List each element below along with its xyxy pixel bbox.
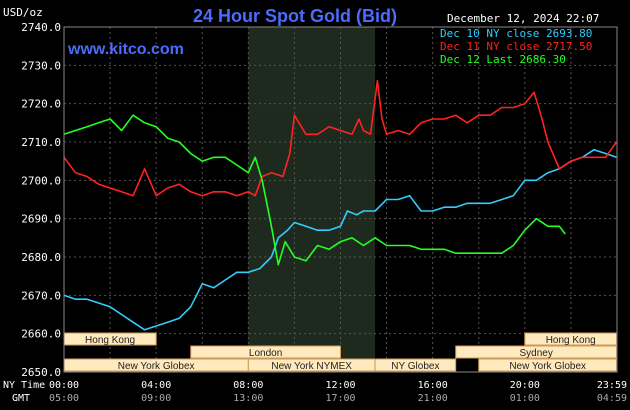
gmt-tick-label: 13:00 — [233, 393, 263, 404]
session-bar-box — [190, 345, 341, 359]
session-bar: New York NYMEX — [247, 358, 376, 372]
session-bar-label: New York NYMEX — [271, 361, 352, 372]
legend-entry-dec10: Dec 10 NY close 2693.80 — [440, 27, 592, 40]
session-bar: New York Globex — [478, 358, 618, 372]
trading-session-bars: Hong Kong London New York Globex New York N… — [63, 332, 618, 372]
session-bar-label: London — [249, 348, 282, 359]
session-bar-label: Hong Kong — [85, 335, 135, 346]
y-axis-labels: 2650.0 2660.0 2670.0 2680.0 2690.0 2700.0 2710… — [21, 21, 61, 379]
y-tick-label: 2690.0 — [21, 213, 61, 226]
y-tick-label: 2670.0 — [21, 289, 61, 302]
gmt-tick-label: 09:00 — [141, 393, 171, 404]
session-bar-label: NY Globex — [391, 361, 439, 372]
legend: Dec 10 NY close 2693.80 Dec 11 NY close … — [440, 27, 592, 66]
session-bar: NY Globex — [374, 358, 457, 372]
session-bar-box — [374, 358, 457, 372]
session-bar: London — [190, 345, 341, 359]
y-tick-label: 2700.0 — [21, 174, 61, 187]
session-bar: Hong Kong — [63, 332, 157, 346]
price-series — [63, 79, 618, 331]
ny-time-label: NY Time — [3, 380, 45, 391]
nymex-session-shade — [248, 27, 376, 372]
plot-border — [63, 26, 618, 373]
y-tick-label: 2680.0 — [21, 251, 61, 264]
x-axis-ticks: 00:00 05:00 04:00 09:00 08:00 13:00 12:00 17:00… — [49, 380, 627, 404]
session-bar-label: Sydney — [519, 348, 552, 359]
series-line-2 — [63, 79, 618, 197]
y-tick-label: 2710.0 — [21, 136, 61, 149]
y-tick-label: 2650.0 — [21, 366, 61, 379]
session-bar: New York Globex — [63, 358, 249, 372]
time-axis: NY Time GMT 00:00 05:00 04:00 09:00 08:00 13:… — [3, 380, 627, 404]
series-line-3 — [63, 114, 566, 266]
ny-tick-label: 00:00 — [49, 380, 79, 391]
chart-title: 24 Hour Spot Gold (Bid) — [193, 6, 397, 26]
ny-tick-label: 08:00 — [233, 380, 263, 391]
gmt-tick-label: 21:00 — [418, 393, 448, 404]
session-bar: Hong Kong — [524, 332, 618, 346]
ny-tick-label: 20:00 — [510, 380, 540, 391]
legend-entry-dec11: Dec 11 NY close 2717.50 — [440, 40, 592, 53]
ny-tick-label: 23:59 — [597, 380, 627, 391]
gmt-tick-label: 17:00 — [325, 393, 355, 404]
session-bar: Sydney — [455, 345, 618, 359]
ny-tick-label: 12:00 — [325, 380, 355, 391]
gmt-tick-label: 05:00 — [49, 393, 79, 404]
gmt-tick-label: 04:59 — [597, 393, 627, 404]
ny-tick-label: 04:00 — [141, 380, 171, 391]
y-tick-label: 2660.0 — [21, 328, 61, 341]
y-tick-label: 2740.0 — [21, 21, 61, 34]
session-bar-label: New York Globex — [509, 361, 586, 372]
gmt-tick-label: 01:00 — [510, 393, 540, 404]
session-bar-label: Hong Kong — [546, 335, 596, 346]
session-bar-label: New York Globex — [118, 361, 195, 372]
legend-entry-dec12: Dec 12 Last 2686.30 — [440, 53, 566, 66]
y-tick-label: 2720.0 — [21, 98, 61, 111]
y-tick-label: 2730.0 — [21, 59, 61, 72]
site-watermark: www.kitco.com — [67, 41, 184, 58]
timestamp: December 12, 2024 22:07 — [447, 12, 599, 25]
gmt-label: GMT — [12, 393, 30, 404]
unit-label: USD/oz — [3, 6, 43, 19]
series-line-1 — [63, 148, 617, 331]
ny-tick-label: 16:00 — [418, 380, 448, 391]
